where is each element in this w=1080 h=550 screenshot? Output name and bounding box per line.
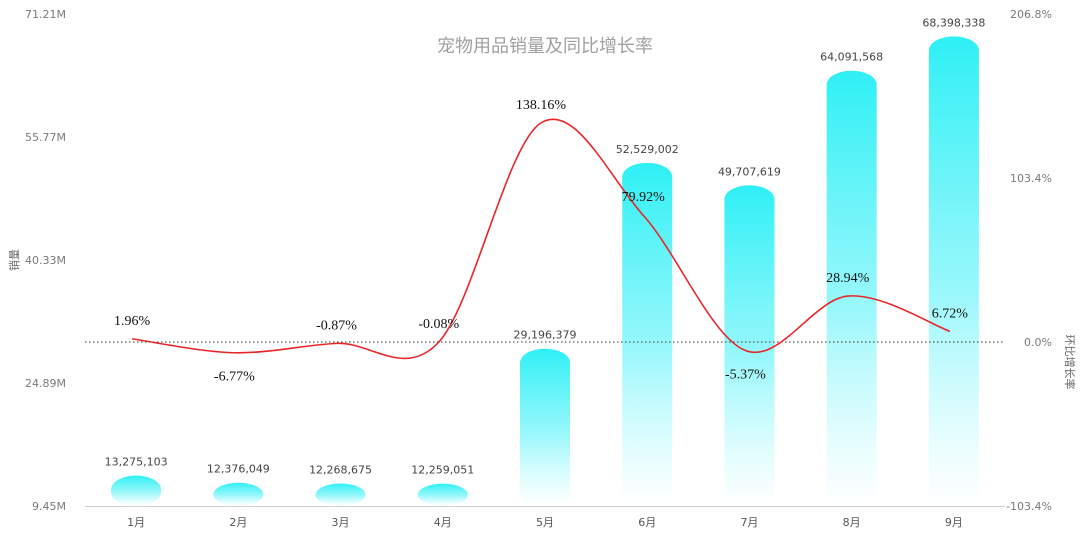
left-axis-tick: 40.33M (25, 254, 66, 267)
right-axis-tick: -103.4% (1006, 500, 1052, 513)
bar (622, 162, 673, 506)
growth-rate-label: -0.87% (316, 318, 357, 333)
left-axis-tick: 24.89M (25, 377, 66, 390)
x-axis-tick: 9月 (945, 516, 963, 529)
right-axis-tick: 103.4% (1010, 172, 1052, 185)
x-axis-tick: 3月 (332, 516, 350, 529)
bar-value-label: 13,275,103 (105, 456, 168, 469)
growth-rate-labels: 1.96% -6.77% -0.87% -0.08% 138.16% 79.92% -5.3… (114, 98, 968, 385)
bar (520, 348, 570, 506)
bar-series (111, 36, 979, 507)
x-axis-tick: 5月 (536, 516, 554, 529)
left-axis-tick: 71.21M (25, 8, 66, 21)
growth-rate-label: 79.92% (622, 190, 666, 205)
x-axis-tick: 7月 (740, 516, 758, 529)
x-axis-tick: 1月 (127, 516, 145, 529)
bar (826, 70, 877, 507)
growth-rate-label: 28.94% (826, 271, 870, 286)
x-axis-tick: 4月 (434, 516, 452, 529)
x-axis-tick: 8月 (843, 516, 861, 529)
bar (417, 483, 468, 506)
x-axis-tick: 6月 (638, 516, 656, 529)
growth-rate-label: 1.96% (114, 314, 151, 329)
bar-value-label: 68,398,338 (922, 16, 985, 29)
bar-value-label: 12,376,049 (207, 463, 270, 476)
bar (111, 475, 162, 506)
right-axis-tick: 0.0% (1024, 336, 1052, 349)
growth-rate-label: -5.37% (725, 368, 766, 383)
growth-rate-label: 138.16% (516, 98, 567, 113)
left-axis: 71.21M 55.77M 40.33M 24.89M 9.45M (25, 8, 66, 513)
bar (928, 36, 979, 507)
bar-value-label: 49,707,619 (718, 165, 781, 178)
left-axis-tick: 55.77M (25, 131, 66, 144)
bar-value-labels: 13,275,103 12,376,049 12,268,675 12,259,051… (105, 16, 986, 476)
bar (213, 482, 264, 506)
growth-rate-line (132, 118, 951, 360)
bar-value-label: 64,091,568 (820, 51, 883, 64)
left-axis-title: 销量 (7, 249, 21, 271)
right-axis-title: 环比增长率 (1063, 335, 1077, 390)
chart-title: 宠物用品销量及同比增长率 (437, 36, 653, 57)
x-axis-tick: 2月 (229, 516, 247, 529)
right-axis: 206.8% 103.4% 0.0% -103.4% (1006, 8, 1052, 513)
x-axis: 1月 2月 3月 4月 5月 6月 7月 8月 9月 (127, 516, 963, 529)
right-axis-tick: 206.8% (1010, 8, 1052, 21)
bar-value-label: 12,259,051 (411, 464, 474, 477)
bar (724, 185, 775, 507)
bar (315, 483, 366, 506)
left-axis-tick: 9.45M (32, 500, 66, 513)
growth-rate-label: -6.77% (214, 370, 255, 385)
bar-value-label: 29,196,379 (514, 329, 577, 342)
growth-rate-label: -0.08% (418, 317, 459, 332)
growth-rate-label: 6.72% (932, 306, 969, 321)
bar-value-label: 52,529,002 (616, 143, 679, 156)
bar-value-label: 12,268,675 (309, 464, 372, 477)
